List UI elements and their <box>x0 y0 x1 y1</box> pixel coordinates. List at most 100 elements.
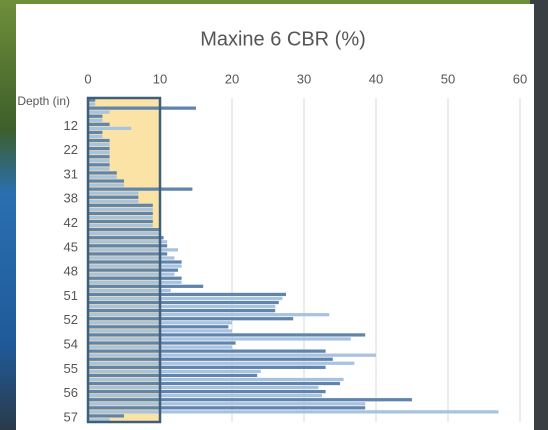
y-tick-label: 51 <box>64 288 78 303</box>
bar <box>88 385 319 390</box>
chart-title: Maxine 6 CBR (%) <box>200 28 366 50</box>
bar <box>88 357 333 361</box>
y-tick-label: 12 <box>64 118 78 133</box>
x-tick-label: 40 <box>369 71 383 86</box>
bar <box>88 365 326 369</box>
bar <box>88 126 132 130</box>
bar <box>88 313 330 317</box>
bar <box>88 268 178 272</box>
bar <box>88 134 103 139</box>
y-tick-label: 55 <box>64 361 78 376</box>
bar <box>88 292 286 297</box>
bar <box>88 418 110 422</box>
bar <box>88 381 340 386</box>
bar <box>88 333 366 337</box>
bar <box>88 203 153 207</box>
y-tick-label: 42 <box>64 215 78 230</box>
bar <box>88 98 96 102</box>
highlight-border <box>86 96 162 424</box>
x-tick-label: 10 <box>153 71 167 86</box>
bar <box>88 138 110 143</box>
bar <box>88 284 204 288</box>
y-tick-label: 45 <box>64 239 78 254</box>
bar <box>88 191 139 195</box>
bar <box>88 369 261 373</box>
bar <box>88 130 103 135</box>
bar <box>88 398 412 402</box>
bar <box>88 256 175 260</box>
bar <box>88 296 283 301</box>
bar <box>88 410 499 414</box>
x-tick-label: 30 <box>297 71 311 86</box>
bar <box>88 406 366 410</box>
bar <box>88 118 103 122</box>
bar <box>88 361 355 365</box>
bar <box>88 309 276 313</box>
bar <box>88 163 110 167</box>
bar <box>88 171 117 175</box>
bar <box>88 317 294 321</box>
bar <box>88 114 103 118</box>
y-tick-label: 54 <box>64 336 78 351</box>
bar <box>88 280 182 284</box>
bar <box>88 195 139 199</box>
bar <box>88 219 153 224</box>
bar <box>88 167 110 171</box>
x-tick-label: 20 <box>225 71 239 86</box>
y-tick-label: Depth (in) <box>17 94 70 108</box>
bar <box>88 300 279 305</box>
x-tick-label: 50 <box>441 71 455 86</box>
photo-edge <box>530 0 548 430</box>
bar <box>88 215 153 220</box>
bar <box>88 394 322 398</box>
highlight-box <box>88 98 160 422</box>
x-tick-label: 60 <box>513 71 527 86</box>
bar <box>88 147 110 151</box>
bar <box>88 341 236 345</box>
bar <box>88 337 351 341</box>
bar <box>88 349 326 353</box>
bar <box>88 325 229 329</box>
bar <box>88 175 117 179</box>
bar <box>88 288 171 292</box>
bar <box>88 414 124 418</box>
bar <box>88 199 139 203</box>
bar <box>88 106 196 110</box>
bar <box>88 183 124 187</box>
bar <box>88 240 168 244</box>
y-tick-label: 22 <box>64 142 78 157</box>
y-tick-label: 31 <box>64 166 78 181</box>
bar <box>88 142 110 147</box>
bar <box>88 244 168 248</box>
y-tick-label: 38 <box>64 191 78 206</box>
bar <box>88 110 110 114</box>
y-tick-label: 48 <box>64 264 78 279</box>
bar <box>88 402 366 406</box>
bar <box>88 211 153 216</box>
bar <box>88 232 160 236</box>
bar <box>88 159 110 163</box>
bar <box>88 236 164 240</box>
bar <box>88 102 96 106</box>
bar <box>88 207 153 211</box>
x-tick-label: 0 <box>84 71 91 86</box>
bar <box>88 353 376 357</box>
bar <box>88 272 175 276</box>
y-tick-label: 57 <box>64 409 78 424</box>
bar <box>88 390 326 394</box>
bar <box>88 223 153 228</box>
y-tick-label: 56 <box>64 385 78 400</box>
bar <box>88 248 178 252</box>
bar <box>88 377 344 382</box>
bar <box>88 228 160 232</box>
bar <box>88 151 110 155</box>
bar <box>88 260 182 264</box>
bar <box>88 122 110 126</box>
bar <box>88 304 276 309</box>
bar <box>88 252 168 256</box>
bar <box>88 373 258 378</box>
y-tick-label: 52 <box>64 312 78 327</box>
bar <box>88 187 193 191</box>
bar <box>88 179 124 183</box>
